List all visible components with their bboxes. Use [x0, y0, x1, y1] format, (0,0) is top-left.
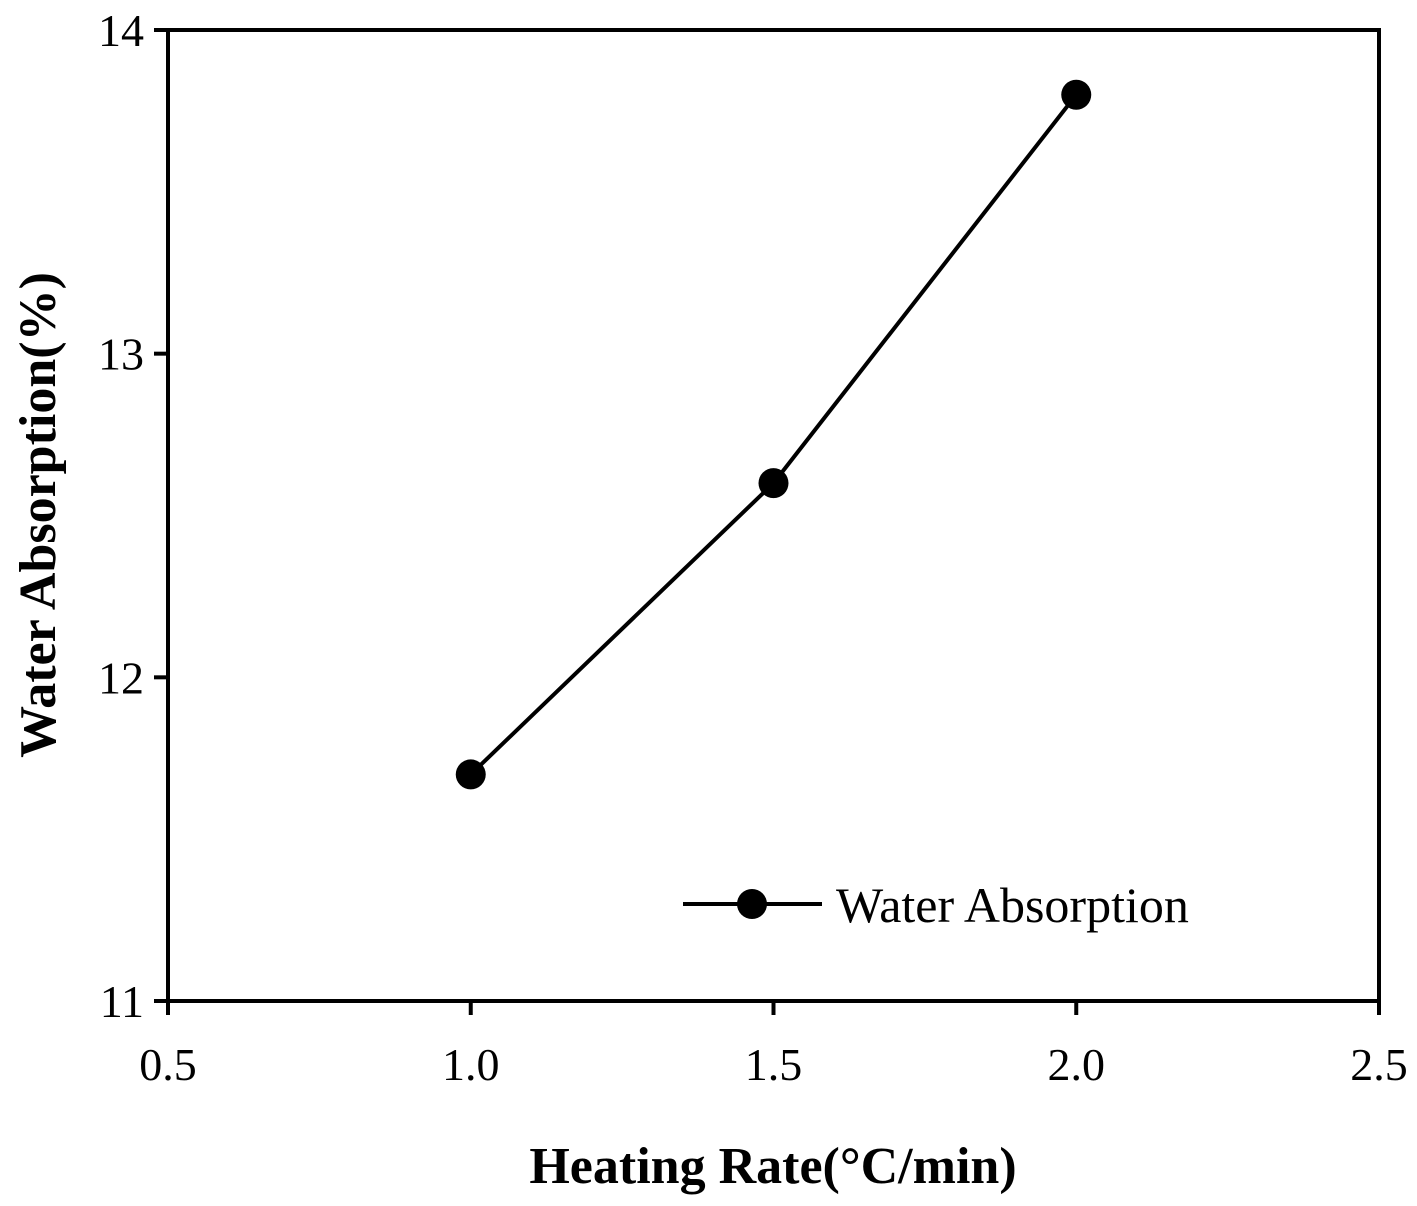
x-tick-label: 2.5: [1350, 1039, 1408, 1090]
x-tick-label: 1.5: [745, 1039, 803, 1090]
y-tick-label: 11: [100, 976, 144, 1027]
x-tick-label: 2.0: [1048, 1039, 1106, 1090]
y-tick-label: 12: [98, 652, 144, 703]
data-point: [1061, 79, 1092, 110]
x-axis-ticks: 0.5 1.0 1.5 2.0 2.5: [139, 1001, 1408, 1090]
x-tick-label: 1.0: [442, 1039, 500, 1090]
y-axis-title: Water Absorption(%): [10, 272, 67, 758]
legend-label: Water Absorption: [836, 877, 1189, 933]
y-axis-ticks: 11 12 13 14: [98, 5, 168, 1027]
legend-marker: [737, 889, 767, 919]
x-axis-title: Heating Rate(°C/min): [529, 1138, 1016, 1195]
x-tick-label: 0.5: [139, 1039, 197, 1090]
y-tick-label: 14: [98, 5, 144, 56]
series-layer: [455, 79, 1092, 790]
plot-frame: [166, 28, 1381, 1003]
y-tick-label: 13: [98, 329, 144, 380]
legend: Water Absorption: [683, 877, 1189, 933]
data-point: [758, 468, 789, 499]
data-point: [455, 759, 486, 790]
series-line: [469, 93, 1078, 776]
